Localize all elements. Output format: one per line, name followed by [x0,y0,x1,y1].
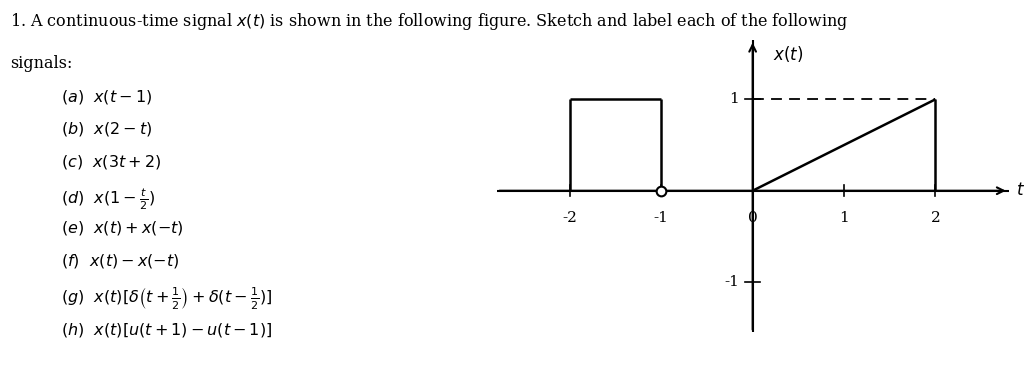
Text: -1: -1 [653,211,669,225]
Text: $(b)$  $x(2-t)$: $(b)$ $x(2-t)$ [61,120,153,138]
Text: 2: 2 [931,211,940,225]
Text: 1: 1 [840,211,849,225]
Text: $(c)$  $x(3t+2)$: $(c)$ $x(3t+2)$ [61,153,162,171]
Text: $(h)$  $x(t)[u(t+1)-u(t-1)]$: $(h)$ $x(t)[u(t+1)-u(t-1)]$ [61,321,272,339]
Text: $(g)$  $x(t)[\delta\left(t+\frac{1}{2}\right)+\delta(t-\frac{1}{2})]$: $(g)$ $x(t)[\delta\left(t+\frac{1}{2}\ri… [61,285,272,311]
Text: $(a)$  $x(t-1)$: $(a)$ $x(t-1)$ [61,88,153,105]
Text: $(e)$  $x(t)+x(-t)$: $(e)$ $x(t)+x(-t)$ [61,219,184,237]
Text: -1: -1 [724,275,739,289]
Text: signals:: signals: [10,55,73,72]
Text: -2: -2 [562,211,578,225]
Text: $x(t)$: $x(t)$ [773,45,803,65]
Text: 1: 1 [729,92,739,106]
Text: $(f)$  $x(t)-x(-t)$: $(f)$ $x(t)-x(-t)$ [61,252,180,270]
Text: $t$: $t$ [1016,182,1024,199]
Text: 1. A continuous-time signal $x(t)$ is shown in the following figure. Sketch and : 1. A continuous-time signal $x(t)$ is sh… [10,11,849,32]
Text: $(d)$  $x(1-\frac{t}{2})$: $(d)$ $x(1-\frac{t}{2})$ [61,186,156,212]
Text: 0: 0 [748,211,758,225]
